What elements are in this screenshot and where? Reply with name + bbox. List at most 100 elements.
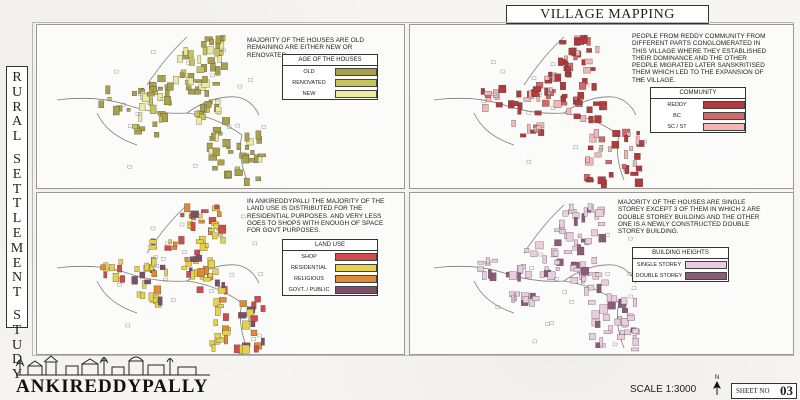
house-plot [212,268,219,275]
legend-title: BUILDING HEIGHTS [633,248,728,259]
house-plot [173,76,179,85]
house-plot [188,88,195,95]
village-name: ANKIREDDYPALLY [16,376,209,397]
house-plot [149,239,157,245]
empty-plot [165,241,170,246]
house-plot [199,104,205,112]
house-plot [185,261,192,267]
panel-building-heights: MAJORITY OF THE HOUSES ARE SINGLE STOREY… [409,192,794,355]
house-plot [189,58,195,66]
empty-plot [150,226,156,231]
house-plot [196,117,202,125]
house-plot [626,315,635,321]
road-line [56,265,243,304]
house-plot [98,100,105,108]
house-plot [586,177,593,182]
legend-title: LAND USE [283,240,377,251]
house-plot [224,335,228,345]
house-plot [510,100,519,107]
house-plot [188,50,194,59]
house-plot [260,305,266,312]
house-plot [134,129,142,135]
house-plot [190,221,196,231]
legend-label-shop: SHOP [301,253,317,260]
house-plot [485,257,490,265]
house-plot [577,233,582,238]
legend-swatch-double [685,271,727,280]
panel-land-use: IN ANKIREDDYPALLI THE MAJORITY OF THE LA… [36,192,405,355]
house-plot [222,330,231,336]
house-plot [482,104,489,112]
house-plot [246,309,254,317]
house-plot [149,97,153,106]
house-plot [584,58,593,65]
empty-plot [229,272,235,277]
house-plot [164,245,172,251]
empty-plot [114,69,119,74]
house-plot [561,101,568,106]
empty-plot [569,300,574,304]
house-plot [597,176,606,185]
house-plot [212,147,220,156]
house-plot [585,238,592,245]
house-plot [498,85,507,93]
house-plot [599,101,608,111]
empty-plot [584,82,590,87]
house-plot [250,150,255,155]
house-plot [149,104,157,114]
legend-title: COMMUNITY [651,88,745,99]
house-plot [559,40,567,45]
house-plot [194,89,201,95]
side-title-letter: L [12,211,22,227]
house-plot [138,112,143,122]
empty-plot [604,233,610,237]
house-plot [634,153,641,160]
house-plot [602,314,610,321]
empty-plot [537,93,543,97]
house-plot [215,99,221,105]
empty-plot [526,159,532,164]
house-plot [242,320,251,330]
empty-plot [151,50,156,54]
house-plot [190,270,196,280]
empty-plot [532,339,537,344]
empty-plot [220,48,226,53]
house-plot [228,150,234,154]
house-plot [196,286,204,293]
house-plot [587,284,595,291]
panel-note: MAJORITY OF THE HOUSES ARE SINGLE STOREY… [618,199,761,236]
legend-label-religious: RELIGIOUS [294,275,324,282]
empty-plot [153,255,159,259]
house-plot [593,129,599,138]
house-plot [196,66,205,73]
house-plot [215,66,221,76]
legend-swatch-sc-st [703,122,745,131]
panel-note: IN ANKIREDDYPALLI THE MAJORITY OF THE LA… [247,198,385,235]
sheet-number-box: SHEET NO 03 [731,383,797,399]
house-plot [202,76,208,83]
legend-label-residential: RESIDENTIAL [290,264,328,271]
house-plot [584,287,589,296]
empty-plot [545,322,550,326]
side-title-letter: S [13,307,21,323]
house-plot [204,90,209,97]
house-plot [532,296,540,301]
house-plot [207,260,215,269]
house-plot [258,153,266,158]
house-plot [139,126,146,132]
legend-label-sc-st: SC / ST [667,123,687,130]
house-plot [202,277,211,282]
legend-swatch-reddy [703,100,745,109]
house-plot [218,224,227,234]
house-plot [180,212,185,218]
panel-community: PEOPLE FROM REDDY COMMUNITY FROM DIFFERE… [409,24,794,189]
house-plot [595,272,603,277]
house-plot [217,211,222,217]
house-plot [194,110,200,117]
house-plot [184,203,191,213]
house-plot [597,222,606,226]
legend-swatch-new [335,89,377,98]
house-plot [617,334,625,340]
house-plot [139,103,146,111]
empty-plot [538,252,543,257]
